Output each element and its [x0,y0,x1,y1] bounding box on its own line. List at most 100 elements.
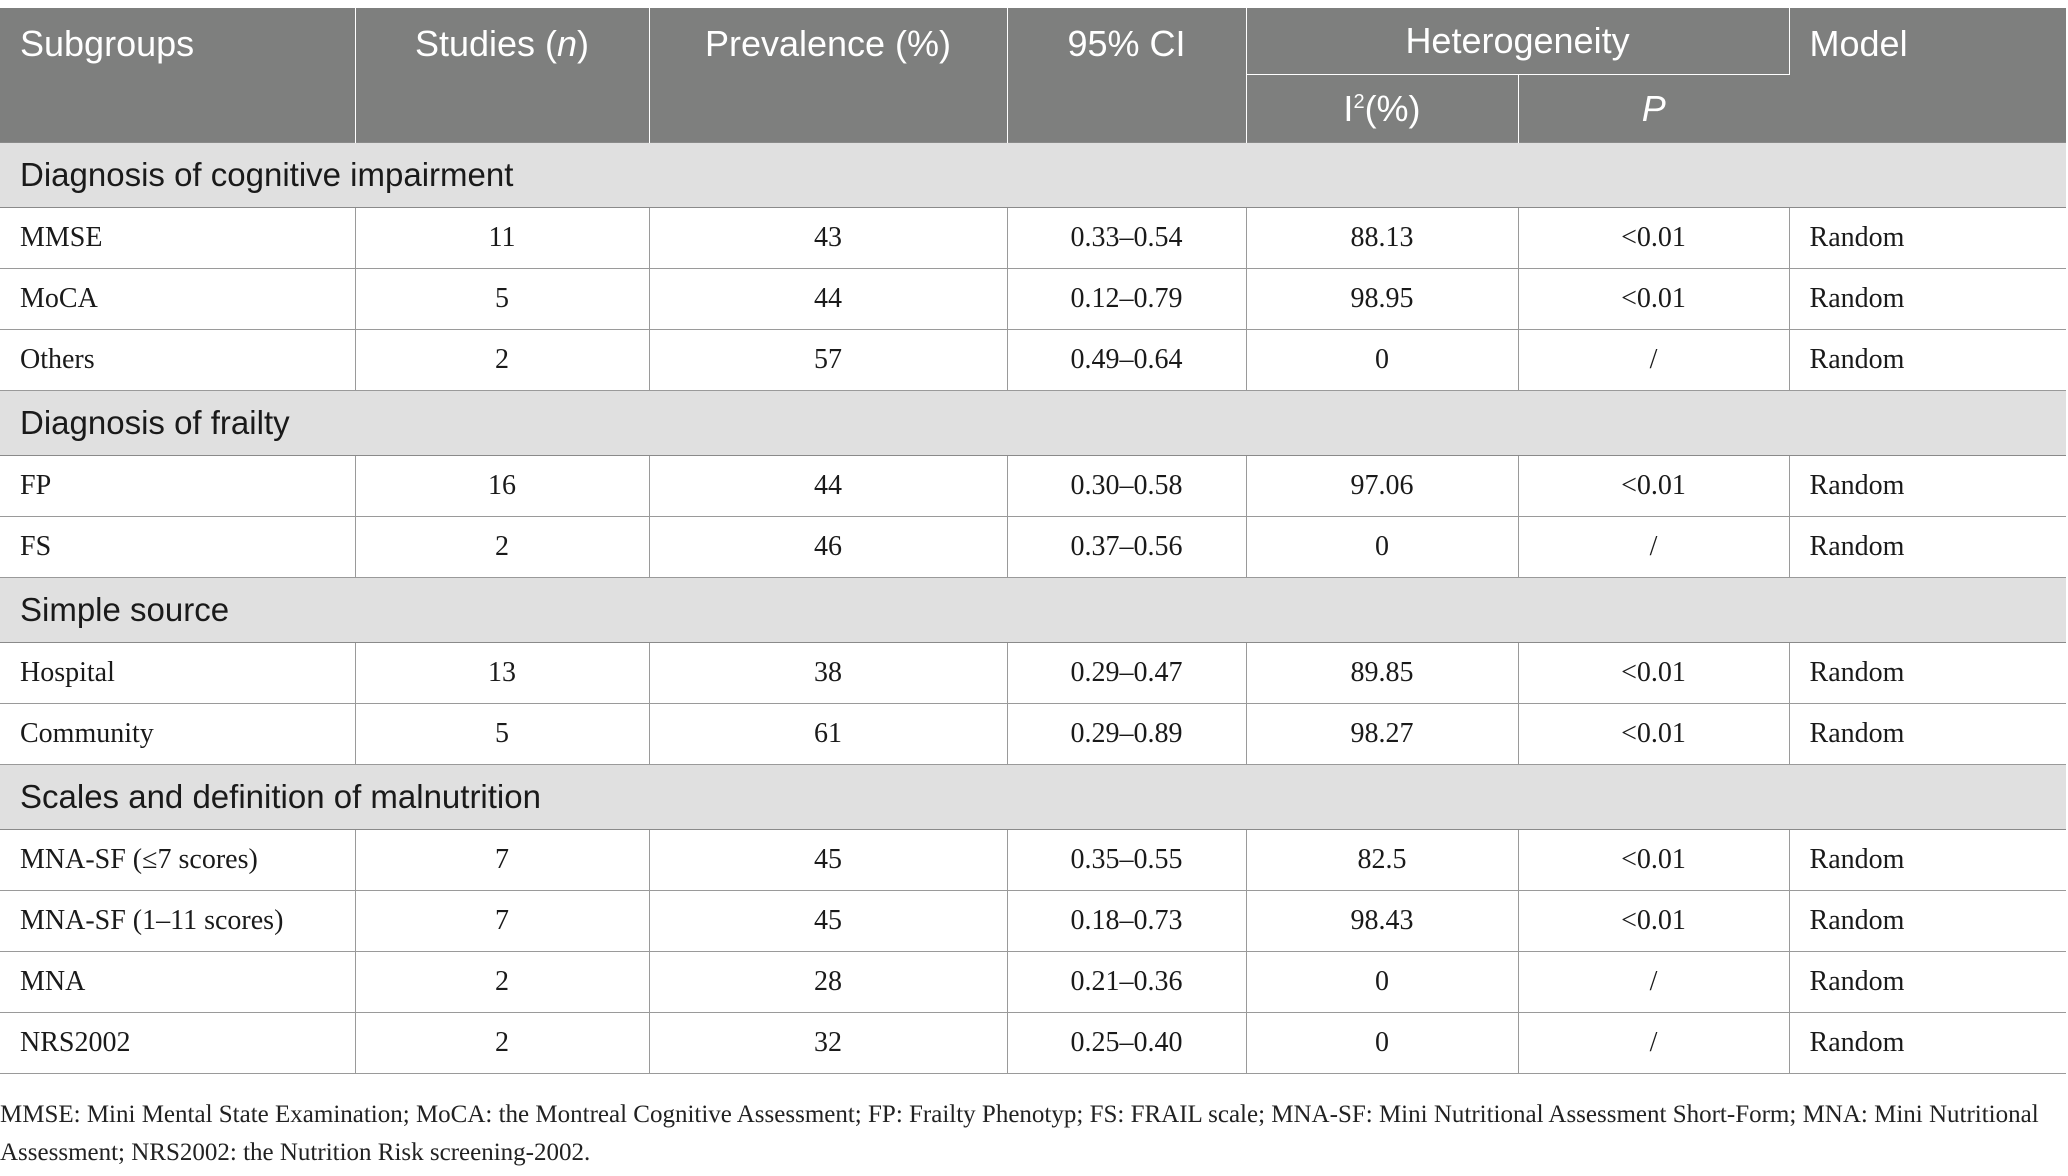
cell-p: / [1518,329,1790,391]
header-studies-n: n [557,23,578,64]
cell-ci: 0.33–0.54 [1007,207,1247,269]
cell-model: Random [1789,951,2067,1013]
header-i2-suffix: (%) [1364,87,1421,129]
cell-prevalence: 46 [649,516,1008,578]
header-studies-prefix: Studies ( [414,23,558,64]
group-header-row: Scales and definition of malnutrition [0,764,2067,830]
table-row: MNA-SF (≤7 scores) 7 45 0.35–0.55 82.5 <0.01 R… [0,829,2067,891]
header-heterogeneity: Heterogeneity [1246,8,1790,75]
cell-subgroup: FS [0,516,356,578]
cell-i2: 89.85 [1246,642,1519,704]
cell-subgroup: Hospital [0,642,356,704]
cell-studies: 13 [355,642,650,704]
cell-model: Random [1789,1012,2067,1074]
table-row: NRS2002 2 32 0.25–0.40 0/Random [0,1012,2067,1074]
table-row: Others 2 57 0.49–0.64 0/Random [0,329,2067,391]
cell-p: / [1518,516,1790,578]
cell-i2: 98.95 [1246,268,1519,330]
cell-studies: 2 [355,1012,650,1074]
cell-i2: 98.43 [1246,890,1519,952]
cell-i2: 82.5 [1246,829,1519,891]
cell-prevalence: 44 [649,455,1008,517]
cell-model: Random [1789,455,2067,517]
header-i2: I2(%) [1246,74,1519,143]
table-row: MNA-SF (1–11 scores) 7 45 0.18–0.73 98.43 <0.… [0,890,2067,952]
cell-prevalence: 45 [649,890,1008,952]
cell-prevalence: 43 [649,207,1008,269]
header-i2-sup: 2 [1353,90,1365,113]
cell-model: Random [1789,516,2067,578]
cell-p: / [1518,1012,1790,1074]
cell-subgroup: MNA-SF (1–11 scores) [0,890,356,952]
header-studies-suffix: ) [577,23,590,64]
cell-p: <0.01 [1518,268,1790,330]
cell-studies: 5 [355,268,650,330]
cell-prevalence: 61 [649,703,1008,765]
cell-p: <0.01 [1518,642,1790,704]
subgroup-table-container: Subgroups Studies (n) Prevalence (%) 95%… [0,8,2067,1074]
cell-p: <0.01 [1518,207,1790,269]
cell-ci: 0.35–0.55 [1007,829,1247,891]
cell-p: / [1518,951,1790,1013]
cell-ci: 0.49–0.64 [1007,329,1247,391]
header-ci: 95% CI [1007,8,1247,143]
cell-studies: 2 [355,329,650,391]
table-row: FS 2 46 0.37–0.56 0/Random [0,516,2067,578]
cell-model: Random [1789,329,2067,391]
table-body: Diagnosis of cognitive impairment MMSE 11 4… [0,142,2067,1074]
cell-i2: 88.13 [1246,207,1519,269]
header-p: P [1518,74,1790,143]
cell-i2: 97.06 [1246,455,1519,517]
group-title: Diagnosis of frailty [0,390,2067,456]
cell-model: Random [1789,207,2067,269]
group-header-row: Simple source [0,577,2067,643]
table-row: MMSE 11 43 0.33–0.54 88.13 <0.01 Random [0,207,2067,269]
cell-subgroup: MNA [0,951,356,1013]
table-footnote: MMSE: Mini Mental State Examination; MoC… [0,1101,2039,1166]
cell-model: Random [1789,642,2067,704]
header-subgroups: Subgroups [0,8,356,143]
cell-ci: 0.29–0.47 [1007,642,1247,704]
cell-i2: 0 [1246,329,1519,391]
cell-model: Random [1789,268,2067,330]
header-prevalence: Prevalence (%) [649,8,1008,143]
cell-studies: 7 [355,890,650,952]
table-row: Community 5 61 0.29–0.89 98.27 <0.01 Random [0,703,2067,765]
cell-ci: 0.30–0.58 [1007,455,1247,517]
cell-prevalence: 38 [649,642,1008,704]
cell-subgroup: Community [0,703,356,765]
cell-p: <0.01 [1518,829,1790,891]
cell-prevalence: 44 [649,268,1008,330]
table-row: MNA 2 28 0.21–0.36 0/Random [0,951,2067,1013]
header-model: Model [1789,8,2067,143]
cell-ci: 0.18–0.73 [1007,890,1247,952]
group-title: Scales and definition of malnutrition [0,764,2067,830]
cell-studies: 16 [355,455,650,517]
cell-prevalence: 45 [649,829,1008,891]
cell-prevalence: 57 [649,329,1008,391]
cell-i2: 0 [1246,1012,1519,1074]
header-i2-base: I [1343,87,1354,129]
cell-subgroup: FP [0,455,356,517]
subgroup-prevalence-table: Subgroups Studies (n) Prevalence (%) 95%… [0,8,2067,1074]
cell-i2: 98.27 [1246,703,1519,765]
cell-studies: 2 [355,951,650,1013]
group-title: Simple source [0,577,2067,643]
header-studies: Studies (n) [355,8,650,143]
cell-subgroup: NRS2002 [0,1012,356,1074]
cell-i2: 0 [1246,951,1519,1013]
table-row: MoCA 5 44 0.12–0.79 98.95 <0.01 Random [0,268,2067,330]
cell-p: <0.01 [1518,890,1790,952]
cell-prevalence: 28 [649,951,1008,1013]
cell-subgroup: MoCA [0,268,356,330]
cell-prevalence: 32 [649,1012,1008,1074]
cell-studies: 2 [355,516,650,578]
cell-studies: 7 [355,829,650,891]
cell-ci: 0.29–0.89 [1007,703,1247,765]
cell-model: Random [1789,890,2067,952]
table-row: Hospital 13 38 0.29–0.47 89.85 <0.01 Random [0,642,2067,704]
cell-ci: 0.25–0.40 [1007,1012,1247,1074]
group-title: Diagnosis of cognitive impairment [0,142,2067,208]
cell-ci: 0.12–0.79 [1007,268,1247,330]
cell-model: Random [1789,829,2067,891]
